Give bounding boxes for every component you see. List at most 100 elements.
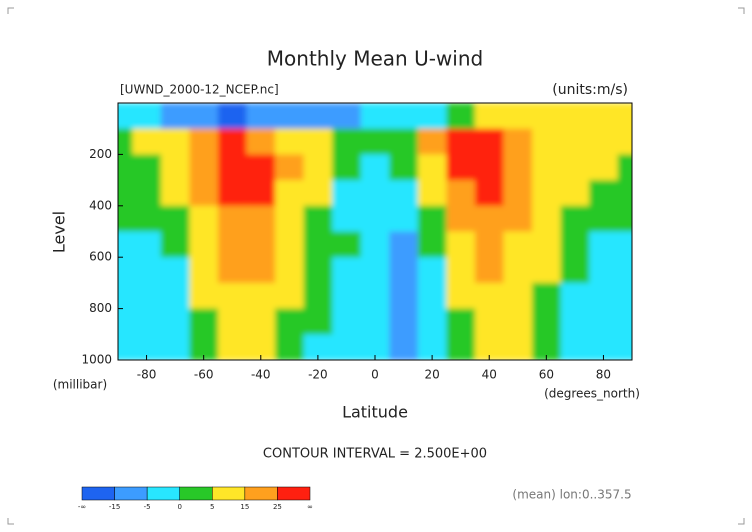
field-cell (417, 257, 447, 284)
field-cell (332, 205, 362, 232)
field-cell (503, 334, 533, 360)
colorbar-label: 5 (210, 503, 214, 511)
field-cell (332, 231, 362, 258)
field-cell (275, 257, 305, 284)
x-tick-label: 60 (539, 368, 554, 382)
field-cell (417, 128, 447, 155)
field-cell (589, 205, 619, 232)
field-cell (303, 128, 333, 155)
field-cell (275, 128, 305, 155)
y-tick-label: 200 (89, 147, 112, 161)
field-cell (189, 205, 219, 232)
field-cell (360, 154, 390, 181)
field-cell (217, 308, 247, 335)
field-cell (503, 231, 533, 258)
field-cell (560, 282, 590, 310)
field-cell (417, 308, 447, 335)
field-cell (560, 308, 590, 335)
field-cell (417, 154, 447, 181)
field-cell (217, 231, 247, 258)
field-cell (246, 257, 276, 284)
cells (118, 103, 632, 360)
field-cell (503, 282, 533, 310)
field-cell (532, 180, 562, 207)
field-cell (532, 154, 562, 181)
field-cell (160, 154, 190, 181)
x-axis-label: Latitude (342, 403, 408, 422)
field-cell (303, 308, 333, 335)
field-cell (503, 257, 533, 284)
field-cell (118, 128, 133, 155)
field-cell (560, 128, 590, 155)
field-cell (189, 282, 219, 310)
field-cell (417, 282, 447, 310)
field-cell (589, 128, 619, 155)
field-cell (303, 180, 333, 207)
field-cell (332, 154, 362, 181)
field-cell (246, 180, 276, 207)
field-cell (160, 308, 190, 335)
field-cell (217, 205, 247, 232)
field-cell (189, 180, 219, 207)
field-cell (132, 308, 162, 335)
units: (units:m/s) (552, 82, 628, 98)
field-cell (246, 205, 276, 232)
field-cell (132, 154, 162, 181)
field-cell (474, 308, 504, 335)
field-cell (332, 103, 362, 130)
field-cell (332, 282, 362, 310)
y-unit: (millibar) (53, 378, 107, 392)
field-cell (360, 180, 390, 207)
field-cell (360, 103, 390, 130)
colorbar-box (146, 486, 180, 501)
x-tick-label: 40 (482, 368, 497, 382)
field-cell (118, 103, 133, 130)
field-cell (589, 308, 619, 335)
frame-corners (7, 7, 745, 525)
field-cell (589, 154, 619, 181)
field-cell (389, 128, 419, 155)
field-cell (446, 154, 476, 181)
field-cell (132, 282, 162, 310)
field-cell (275, 282, 305, 310)
field-cell (160, 205, 190, 232)
colorbar-box (114, 486, 148, 501)
field-cell (589, 231, 619, 258)
field-cell (532, 282, 562, 310)
field-cell (589, 257, 619, 284)
field-cell (189, 308, 219, 335)
field-cell (189, 257, 219, 284)
field-cell (389, 308, 419, 335)
field-cell (474, 103, 504, 130)
axes: -80 -60 -40 -20 0 20 40 60 80 200 400 600 800 1000 (81, 147, 611, 382)
field-cell (275, 103, 305, 130)
field-cell (532, 308, 562, 335)
field-cell (132, 103, 162, 130)
contour-interval: CONTOUR INTERVAL = 2.500E+00 (263, 447, 487, 462)
field-cell (389, 334, 419, 360)
field-cell (360, 308, 390, 335)
x-tick-label: 20 (424, 368, 439, 382)
field-cell (132, 180, 162, 207)
y-tick-label: 400 (89, 198, 112, 212)
field-cell (560, 334, 590, 360)
field-cell (360, 231, 390, 258)
field-cell (503, 154, 533, 181)
field-cell (389, 103, 419, 130)
field-cell (118, 180, 133, 207)
field-cell (217, 334, 247, 360)
field-cell (118, 205, 133, 232)
field-cell (503, 103, 533, 130)
field-cell (446, 282, 476, 310)
field-cell (360, 205, 390, 232)
field-cell (589, 103, 619, 130)
field-cell (275, 231, 305, 258)
field-cell (532, 128, 562, 155)
field-cell (303, 103, 333, 130)
x-tick-label: -60 (194, 368, 214, 382)
field-cell (589, 282, 619, 310)
x-tick-label: 0 (371, 368, 379, 382)
colorbar-box (179, 486, 213, 501)
field-cell (246, 282, 276, 310)
